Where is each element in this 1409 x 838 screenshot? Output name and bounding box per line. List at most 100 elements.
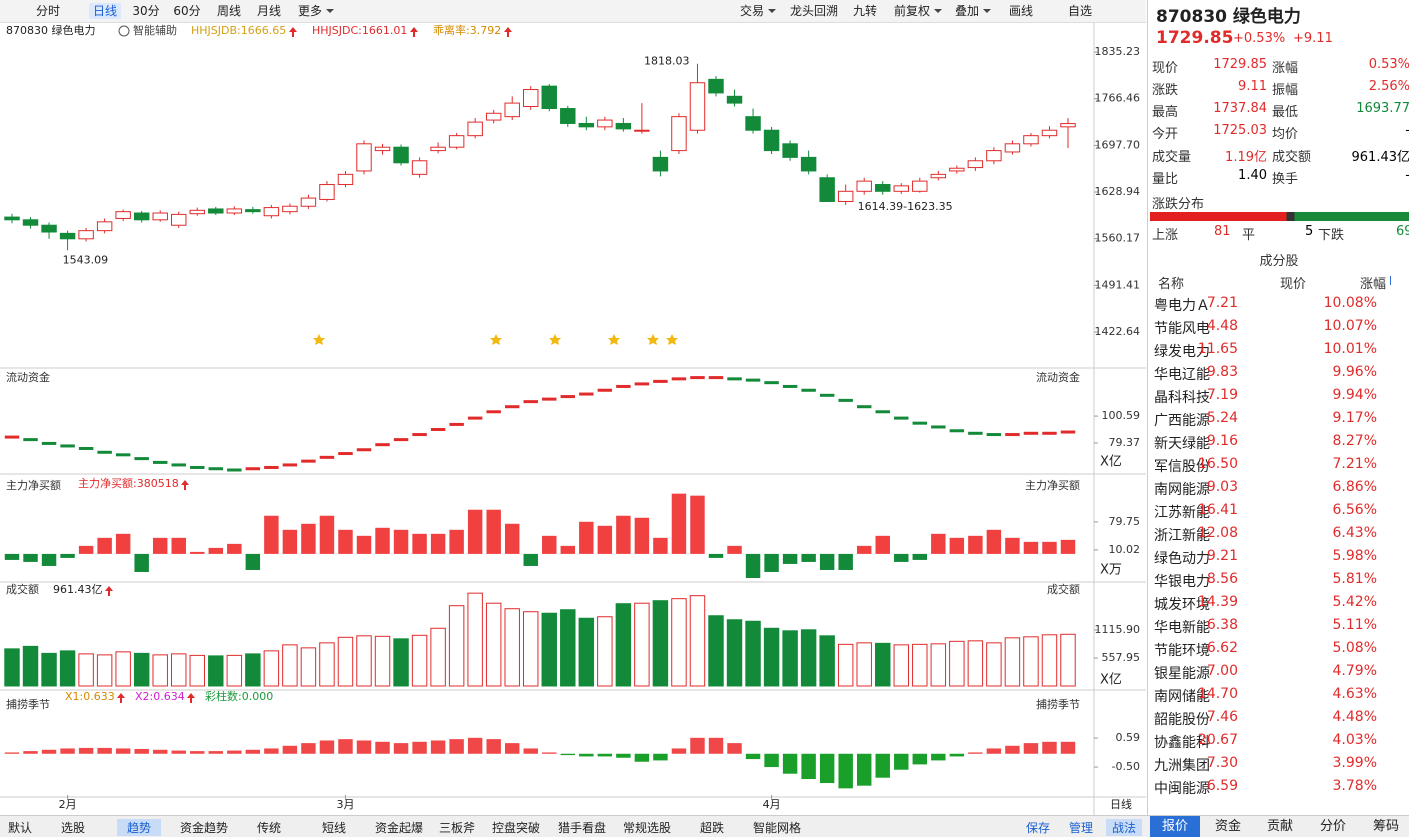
candle-body (987, 151, 1001, 161)
stock-change: 4.03% (1333, 732, 1377, 748)
toolbar-button[interactable]: 周线 (217, 3, 241, 19)
flow-dash (635, 382, 649, 385)
quote-change: +9.11 (1293, 31, 1333, 46)
stock-price: 6.62 (1207, 640, 1238, 656)
bar (338, 530, 352, 554)
stock-name[interactable]: 九洲集团 (1154, 755, 1210, 775)
panel-legend: 彩柱数:0.000 (205, 689, 273, 703)
flow-dash (561, 395, 575, 398)
bar (857, 546, 871, 554)
flow-dash (764, 381, 778, 384)
candle-body (653, 157, 667, 171)
quote-label: 均价 (1272, 123, 1298, 142)
stock-name[interactable]: 广西能源 (1154, 410, 1210, 430)
stock-name[interactable]: 银星能源 (1154, 663, 1210, 683)
stock-name[interactable]: 新天绿能 (1154, 433, 1210, 453)
volume-bar (1005, 638, 1019, 686)
volume-bar (931, 644, 945, 686)
toolbar-button[interactable]: 30分 (132, 3, 159, 19)
toolbar-button[interactable]: 分时 (36, 3, 60, 19)
quote-value: - (1405, 168, 1409, 183)
bar (5, 554, 19, 560)
bottom-tab[interactable]: 资金起爆 (375, 819, 423, 836)
bottom-action[interactable]: 保存 (1026, 819, 1050, 836)
up-arrow (117, 692, 125, 706)
bar (542, 752, 556, 753)
volume-bar (820, 636, 834, 686)
stock-name[interactable]: 中闽能源 (1154, 778, 1210, 798)
toolbar-button[interactable]: 九转 (853, 3, 877, 19)
panel-tab[interactable]: 分价 (1320, 816, 1346, 837)
candle-body (5, 217, 19, 220)
bar (561, 546, 575, 554)
stock-name[interactable]: 韶能股份 (1154, 709, 1210, 729)
toolbar-button[interactable]: 龙头回溯 (790, 3, 838, 19)
bar (320, 740, 334, 753)
toolbar-button[interactable]: 前复权 (894, 3, 942, 19)
x-tick-label: 3月 (336, 798, 354, 811)
bottom-tab[interactable]: 选股 (61, 819, 85, 836)
bar (394, 530, 408, 554)
bottom-tab[interactable]: 猎手看盘 (558, 819, 606, 836)
panel-tab[interactable]: 筹码 (1373, 816, 1399, 837)
stock-name[interactable]: 华电辽能 (1154, 364, 1210, 384)
bottom-action[interactable]: 管理 (1069, 819, 1093, 836)
panel-tab[interactable]: 贡献 (1267, 816, 1293, 837)
bottom-tab[interactable]: 短线 (322, 819, 346, 836)
toolbar-button[interactable]: 自选 (1068, 3, 1092, 19)
panel-tab[interactable]: 资金 (1215, 816, 1241, 837)
candle-body (320, 185, 334, 200)
toolbar-button[interactable]: 月线 (257, 3, 281, 19)
toolbar-button[interactable]: 叠加 (955, 3, 991, 19)
bottom-tab[interactable]: 超跌 (700, 819, 724, 836)
bottom-tab[interactable]: 资金趋势 (180, 819, 228, 836)
stock-name[interactable]: 华电新能 (1154, 617, 1210, 637)
stock-change: 5.81% (1333, 571, 1377, 587)
y-tick-label: 1766.46 (1095, 92, 1141, 105)
bar (857, 754, 871, 786)
stock-change: 5.42% (1333, 594, 1377, 610)
stock-name[interactable]: 华银电力 (1154, 571, 1210, 591)
stock-name[interactable]: 南网能源 (1154, 479, 1210, 499)
candle-body (357, 144, 371, 171)
y-tick-label: 79.75 (1109, 515, 1141, 528)
toolbar-button[interactable]: 交易 (740, 3, 776, 19)
bar (246, 750, 260, 754)
bottom-tab[interactable]: 常规选股 (623, 819, 671, 836)
bottom-tab[interactable]: 智能网格 (753, 819, 801, 836)
flow-dash (1061, 431, 1075, 434)
flow-dash (357, 448, 371, 451)
stock-name[interactable]: 绿色动力 (1154, 548, 1210, 568)
stock-name[interactable]: 节能风电 (1154, 318, 1210, 338)
bottom-tab[interactable]: 默认 (8, 819, 32, 836)
volume-bar (690, 596, 704, 686)
volume-bar (449, 606, 463, 686)
y-tick-label: 1560.17 (1095, 232, 1141, 245)
bottom-tab[interactable]: 控盘突破 (492, 819, 540, 836)
bar (727, 546, 741, 554)
bottom-tab[interactable]: 传统 (257, 819, 281, 836)
dist-label: 平 (1242, 224, 1255, 243)
candle-body (894, 186, 908, 191)
quote-value: 1.40 (1238, 168, 1267, 183)
toolbar-button[interactable]: 60分 (173, 3, 200, 19)
bottom-tab[interactable]: 趋势 (117, 819, 161, 836)
stock-name[interactable]: 节能环境 (1154, 640, 1210, 660)
bar (672, 748, 686, 753)
volume-bar (468, 593, 482, 686)
toolbar-button[interactable]: 画线 (1009, 3, 1033, 19)
panel-tab[interactable]: 报价 (1150, 816, 1200, 837)
volume-bar (97, 655, 111, 686)
volume-bar (876, 643, 890, 686)
stock-name[interactable]: 晶科科技 (1154, 387, 1210, 407)
candle-body (542, 86, 556, 108)
flow-dash (394, 438, 408, 441)
stock-change: 4.48% (1333, 709, 1377, 725)
stock-name[interactable]: 粤电力Ａ (1154, 295, 1210, 315)
bottom-action[interactable]: 战法 (1106, 819, 1142, 836)
toolbar-button[interactable]: 日线 (89, 3, 121, 19)
toolbar-button[interactable]: 更多 (298, 3, 334, 19)
flow-dash (968, 432, 982, 435)
bottom-tab[interactable]: 三板斧 (439, 819, 475, 836)
